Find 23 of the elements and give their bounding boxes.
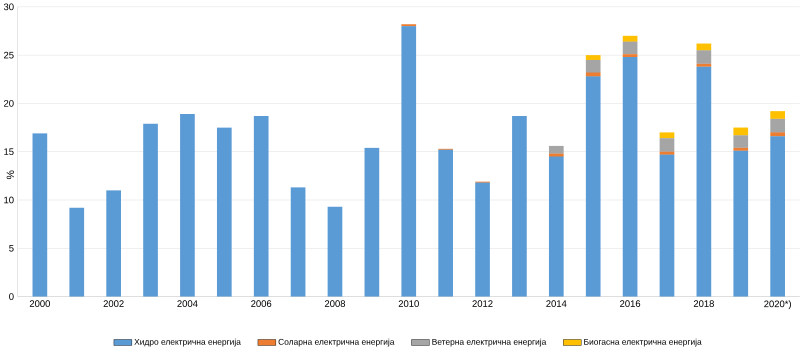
- x-tick-label: 2004: [177, 300, 198, 308]
- x-tick-label: 2014: [546, 300, 567, 308]
- x-tick-label: 2012: [472, 300, 493, 308]
- y-tick-label: 25: [4, 52, 14, 59]
- legend-label: Биогасна електрична енергија: [584, 338, 702, 347]
- x-tick-label: 2006: [251, 300, 272, 308]
- y-tick-label: 30: [4, 4, 14, 10]
- y-tick-label: 20: [4, 100, 14, 108]
- legend-label: Соларна електрична енергија: [278, 338, 394, 347]
- x-tick-label: 2016: [620, 300, 640, 308]
- x-tick-label: 2002: [104, 300, 124, 308]
- x-tick-label: 2020*): [764, 300, 791, 310]
- legend-label: Ветерна електрична енергија: [432, 338, 546, 347]
- y-tick-label: 15: [4, 148, 14, 156]
- x-tick-label: 2018: [694, 300, 714, 308]
- legend-label: Хидро електрична енергија: [134, 338, 241, 347]
- y-tick-label: 5: [9, 245, 14, 252]
- x-tick-label: 2008: [324, 300, 346, 308]
- y-axis-title: %: [6, 170, 14, 180]
- x-tick-label: 2000: [30, 300, 50, 308]
- y-tick-label: 10: [4, 196, 14, 204]
- y-tick-label: 0: [9, 293, 14, 300]
- x-tick-label: 2010: [398, 300, 419, 308]
